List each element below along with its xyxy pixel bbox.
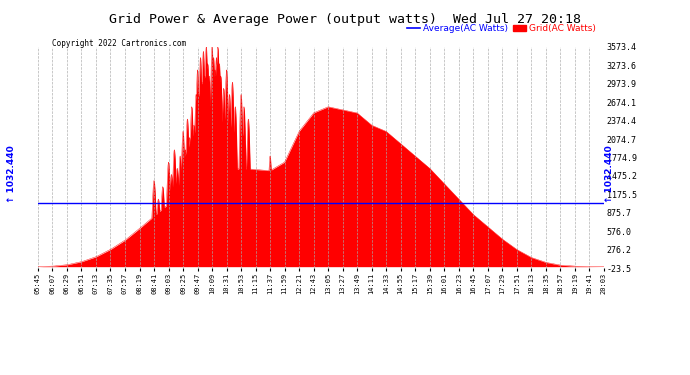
Legend: Average(AC Watts), Grid(AC Watts): Average(AC Watts), Grid(AC Watts) [403, 20, 599, 37]
Text: ↑ 1032.440: ↑ 1032.440 [605, 146, 614, 203]
Text: Copyright 2022 Cartronics.com: Copyright 2022 Cartronics.com [52, 39, 186, 48]
Text: ↑ 1032.440: ↑ 1032.440 [8, 146, 17, 203]
Text: Grid Power & Average Power (output watts)  Wed Jul 27 20:18: Grid Power & Average Power (output watts… [109, 13, 581, 26]
